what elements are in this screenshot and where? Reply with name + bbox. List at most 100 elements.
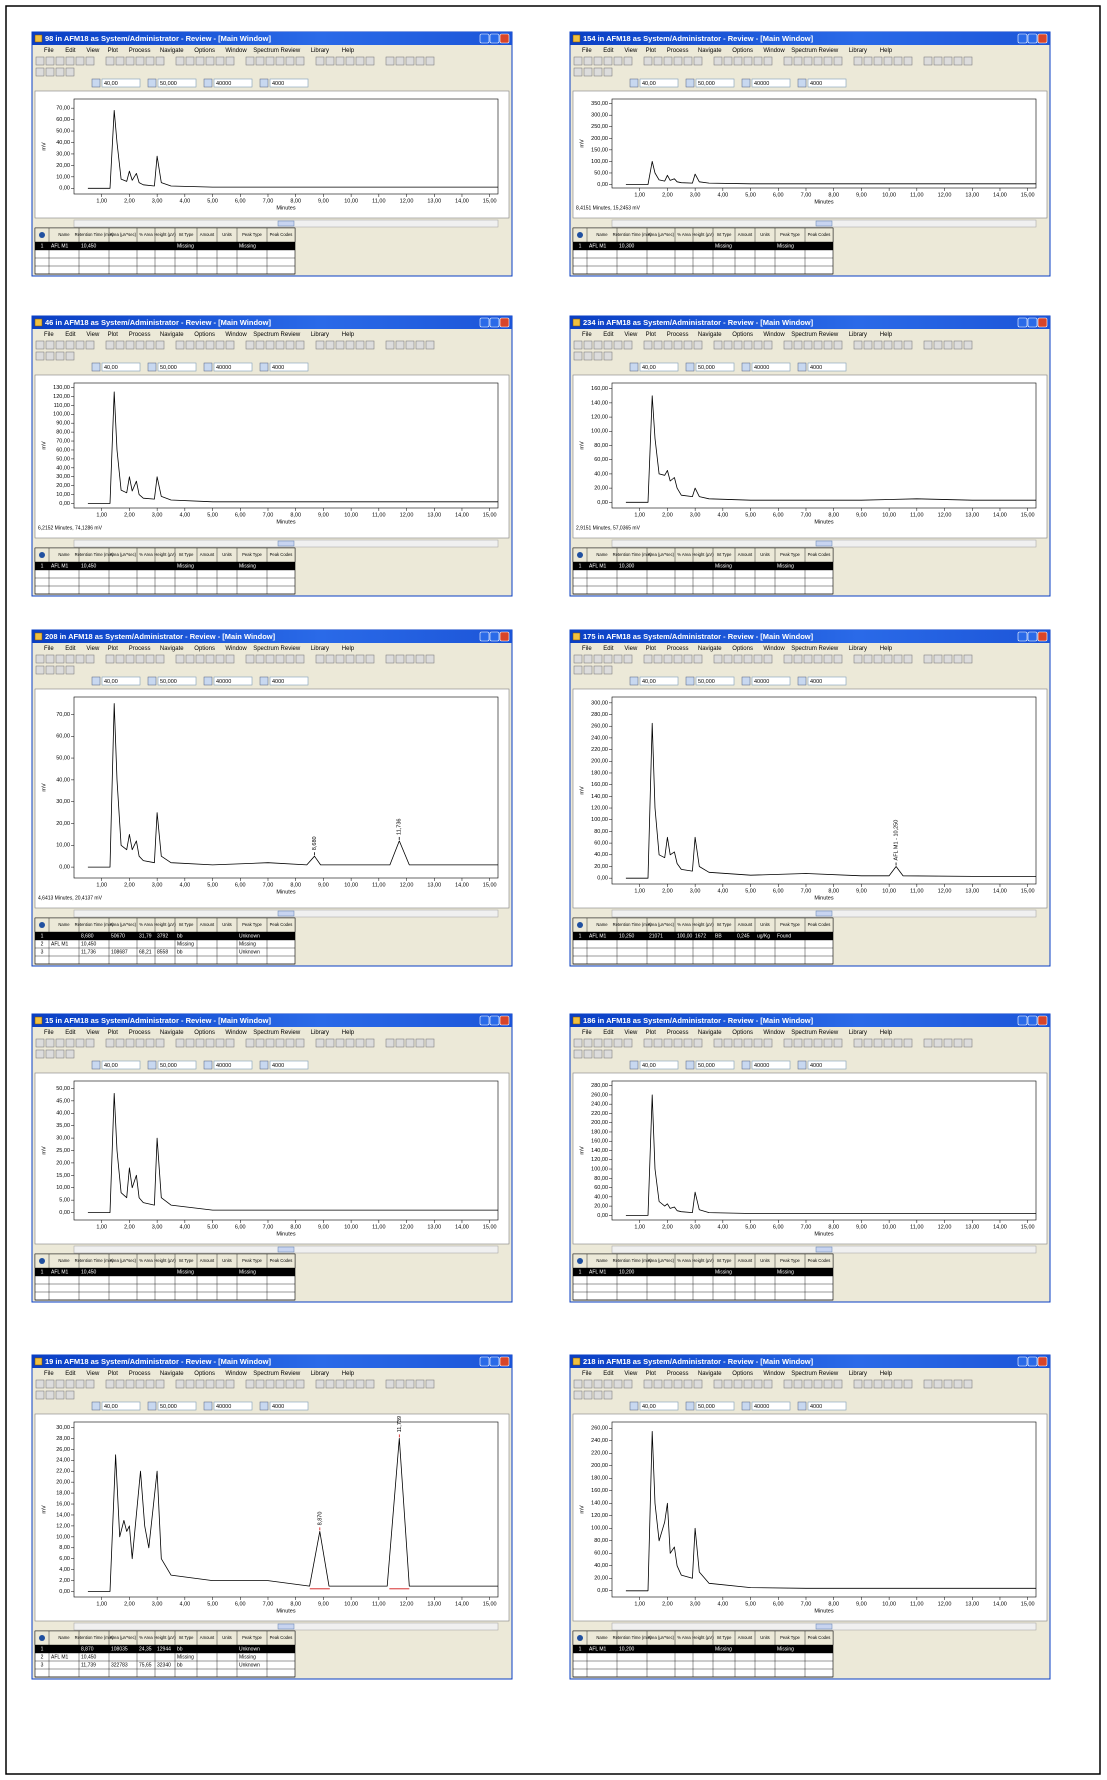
menu-item[interactable]: View xyxy=(624,1030,638,1036)
toolbar-button[interactable] xyxy=(396,655,404,663)
toolbar-button[interactable] xyxy=(794,341,802,349)
toolbar-button[interactable] xyxy=(116,1039,124,1047)
toolbar-button[interactable] xyxy=(594,1039,602,1047)
menu-item[interactable]: Options xyxy=(732,646,753,652)
toolbar-button[interactable] xyxy=(594,666,602,674)
close-button[interactable] xyxy=(1038,632,1047,641)
toolbar-button[interactable] xyxy=(326,1380,334,1388)
menu-item[interactable]: File xyxy=(582,646,592,652)
toolbar-button[interactable] xyxy=(784,655,792,663)
window-button[interactable] xyxy=(1018,1357,1027,1366)
toolbar-button[interactable] xyxy=(594,1050,602,1058)
toolbar-button[interactable] xyxy=(36,1391,44,1399)
menu-item[interactable]: Process xyxy=(129,332,151,338)
toolbar-button[interactable] xyxy=(574,666,582,674)
toolbar-button[interactable] xyxy=(734,655,742,663)
menu-item[interactable]: Navigate xyxy=(160,646,184,652)
toolbar-button[interactable] xyxy=(366,655,374,663)
toolbar-button[interactable] xyxy=(226,341,234,349)
toolbar-button[interactable] xyxy=(934,1039,942,1047)
toolbar-button[interactable] xyxy=(356,341,364,349)
toolbar-button[interactable] xyxy=(584,1380,592,1388)
toolbar-button[interactable] xyxy=(904,1380,912,1388)
menu-item[interactable]: Spectrum Review xyxy=(791,1030,839,1036)
toolbar-button[interactable] xyxy=(814,341,822,349)
menu-item[interactable]: Window xyxy=(225,1371,247,1377)
toolbar-button[interactable] xyxy=(266,1380,274,1388)
toolbar-button[interactable] xyxy=(196,655,204,663)
toolbar-button[interactable] xyxy=(386,1039,394,1047)
toolbar-button[interactable] xyxy=(594,341,602,349)
toolbar-button[interactable] xyxy=(664,1380,672,1388)
menu-item[interactable]: Window xyxy=(763,1371,785,1377)
toolbar-button[interactable] xyxy=(66,1050,74,1058)
toolbar-button[interactable] xyxy=(86,1039,94,1047)
toolbar-button[interactable] xyxy=(964,1380,972,1388)
menu-item[interactable]: Library xyxy=(311,646,329,652)
toolbar-button[interactable] xyxy=(386,655,394,663)
toolbar-button[interactable] xyxy=(674,341,682,349)
menu-item[interactable]: Window xyxy=(763,1030,785,1036)
toolbar-button[interactable] xyxy=(924,57,932,65)
toolbar-button[interactable] xyxy=(66,68,74,76)
toolbar-button[interactable] xyxy=(426,341,434,349)
toolbar-button[interactable] xyxy=(954,57,962,65)
toolbar-button[interactable] xyxy=(156,655,164,663)
toolbar-button[interactable] xyxy=(574,1380,582,1388)
toolbar-button[interactable] xyxy=(176,57,184,65)
toolbar-button[interactable] xyxy=(206,1380,214,1388)
toolbar-button[interactable] xyxy=(594,352,602,360)
menu-item[interactable]: Options xyxy=(194,1371,215,1377)
toolbar-button[interactable] xyxy=(954,655,962,663)
toolbar-button[interactable] xyxy=(584,1050,592,1058)
toolbar-button[interactable] xyxy=(386,341,394,349)
toolbar-button[interactable] xyxy=(46,57,54,65)
toolbar-button[interactable] xyxy=(834,341,842,349)
toolbar-button[interactable] xyxy=(226,1039,234,1047)
toolbar-button[interactable] xyxy=(186,341,194,349)
toolbar-button[interactable] xyxy=(106,57,114,65)
menu-item[interactable]: Window xyxy=(763,48,785,54)
toolbar-button[interactable] xyxy=(654,655,662,663)
toolbar-button[interactable] xyxy=(884,57,892,65)
toolbar-button[interactable] xyxy=(206,655,214,663)
scroll-thumb[interactable] xyxy=(278,1624,294,1629)
toolbar-button[interactable] xyxy=(604,341,612,349)
toolbar-button[interactable] xyxy=(286,1039,294,1047)
menu-item[interactable]: View xyxy=(86,1371,100,1377)
menu-item[interactable]: Navigate xyxy=(160,332,184,338)
toolbar-button[interactable] xyxy=(894,341,902,349)
menu-item[interactable]: Plot xyxy=(108,1030,119,1036)
toolbar-button[interactable] xyxy=(366,1380,374,1388)
toolbar-button[interactable] xyxy=(116,1380,124,1388)
menu-item[interactable]: Navigate xyxy=(160,1371,184,1377)
toolbar-button[interactable] xyxy=(624,655,632,663)
toolbar-button[interactable] xyxy=(694,1039,702,1047)
scroll-thumb[interactable] xyxy=(816,1624,832,1629)
toolbar-button[interactable] xyxy=(286,655,294,663)
toolbar-button[interactable] xyxy=(226,655,234,663)
menu-item[interactable]: View xyxy=(86,48,100,54)
toolbar-button[interactable] xyxy=(176,655,184,663)
toolbar-button[interactable] xyxy=(764,1039,772,1047)
toolbar-button[interactable] xyxy=(814,655,822,663)
toolbar-button[interactable] xyxy=(594,57,602,65)
toolbar-button[interactable] xyxy=(256,655,264,663)
toolbar-button[interactable] xyxy=(724,1039,732,1047)
toolbar-button[interactable] xyxy=(594,655,602,663)
toolbar-button[interactable] xyxy=(256,57,264,65)
menu-item[interactable]: Plot xyxy=(646,1371,657,1377)
toolbar-button[interactable] xyxy=(874,1039,882,1047)
menu-item[interactable]: Edit xyxy=(603,646,614,652)
toolbar-button[interactable] xyxy=(356,655,364,663)
toolbar-button[interactable] xyxy=(226,1380,234,1388)
toolbar-button[interactable] xyxy=(146,57,154,65)
menu-item[interactable]: Process xyxy=(667,332,689,338)
menu-item[interactable]: File xyxy=(582,1371,592,1377)
toolbar-button[interactable] xyxy=(884,1039,892,1047)
menu-item[interactable]: Process xyxy=(129,646,151,652)
toolbar-button[interactable] xyxy=(684,1380,692,1388)
toolbar-button[interactable] xyxy=(296,655,304,663)
toolbar-button[interactable] xyxy=(894,655,902,663)
toolbar-button[interactable] xyxy=(904,655,912,663)
